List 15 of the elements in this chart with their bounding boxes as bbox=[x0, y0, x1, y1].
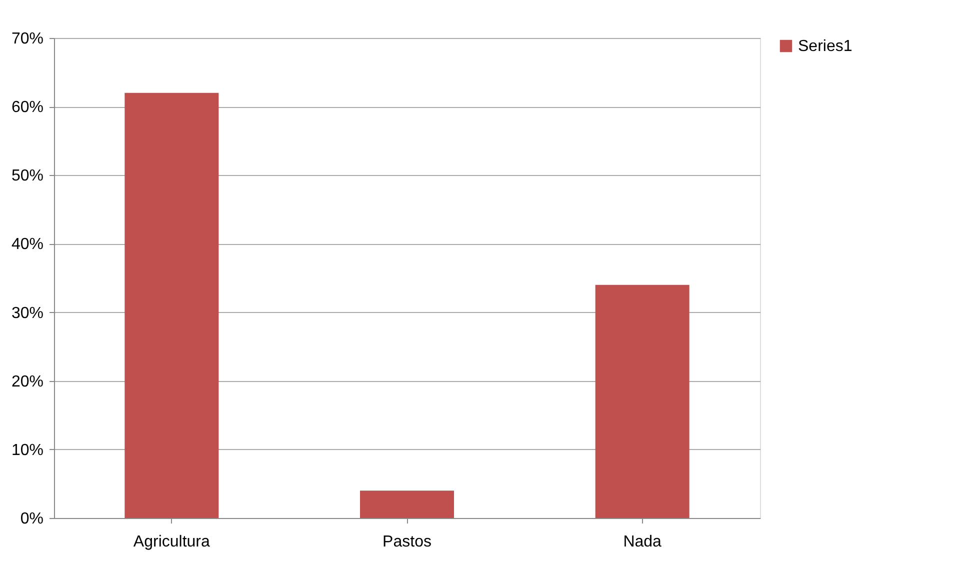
y-tick-label: 10% bbox=[11, 442, 44, 459]
bar bbox=[124, 92, 219, 518]
bar bbox=[595, 284, 690, 518]
y-tick-label: 40% bbox=[11, 236, 44, 254]
y-tick-label: 60% bbox=[11, 99, 44, 116]
x-tick-label: Nada bbox=[623, 534, 662, 550]
x-tick-label: Agricultura bbox=[133, 534, 210, 550]
y-tick-label: 30% bbox=[11, 304, 44, 322]
y-tick-label: 0% bbox=[20, 510, 44, 528]
y-tick-label: 70% bbox=[11, 30, 44, 48]
x-tick-label: Pastos bbox=[382, 534, 432, 550]
bar bbox=[360, 490, 454, 518]
y-tick-label: 20% bbox=[11, 373, 44, 390]
y-tick-label: 50% bbox=[11, 168, 44, 185]
legend-label: Series1 bbox=[798, 38, 852, 55]
